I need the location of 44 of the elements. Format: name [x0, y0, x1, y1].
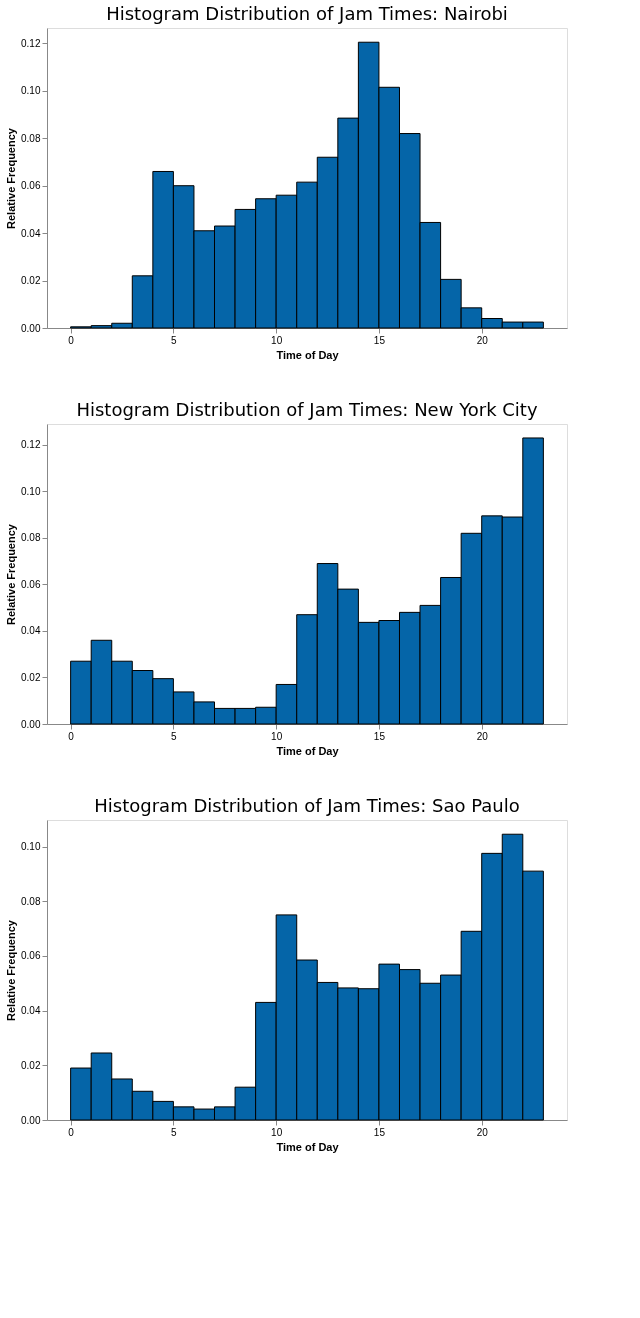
y-tick-label: 0.02 — [21, 1059, 41, 1071]
y-tick-label: 0.08 — [21, 532, 41, 544]
chart-title: Histogram Distribution of Jam Times: New York City — [76, 399, 538, 420]
x-tick-label: 20 — [476, 730, 489, 742]
y-tick-label: 0.04 — [21, 625, 41, 637]
chart-title: Histogram Distribution of Jam Times: Nairobi — [106, 3, 508, 24]
x-axis-title: Time of Day — [276, 744, 340, 757]
y-tick-label: 0.06 — [21, 950, 41, 962]
y-tick-label: 0.00 — [21, 322, 41, 334]
y-tick-label: 0.08 — [21, 895, 41, 907]
x-tick-label: 0 — [68, 730, 75, 742]
x-tick-label: 0 — [68, 334, 75, 346]
x-tick-label: 15 — [373, 730, 386, 742]
x-tick-label: 15 — [373, 334, 386, 346]
x-tick-label: 5 — [171, 334, 178, 346]
x-tick-label: 5 — [171, 1126, 178, 1138]
y-tick-label: 0.02 — [21, 275, 41, 287]
x-tick-label: 10 — [271, 1126, 283, 1138]
x-tick-label: 20 — [476, 1126, 489, 1138]
y-tick-label: 0.12 — [21, 37, 41, 49]
y-axis-title: Relative Frequency — [5, 127, 18, 229]
y-tick-label: 0.10 — [21, 485, 41, 497]
y-tick-label: 0.06 — [21, 578, 41, 590]
y-tick-label: 0.10 — [21, 841, 41, 853]
y-axis-title: Relative Frequency — [5, 919, 18, 1021]
y-tick-label: 0.00 — [21, 1114, 41, 1126]
y-tick-label: 0.04 — [21, 227, 41, 239]
y-axis-title: Relative Frequency — [5, 523, 18, 625]
x-tick-label: 20 — [476, 334, 489, 346]
y-tick-label: 0.08 — [21, 132, 41, 144]
y-tick-label: 0.12 — [21, 439, 41, 451]
y-tick-label: 0.06 — [21, 180, 41, 192]
x-tick-label: 0 — [68, 1126, 75, 1138]
x-tick-label: 5 — [171, 730, 178, 742]
x-tick-label: 10 — [271, 334, 283, 346]
y-tick-label: 0.10 — [21, 85, 41, 97]
y-tick-label: 0.04 — [21, 1005, 41, 1017]
chart-title: Histogram Distribution of Jam Times: Sao Paulo — [94, 795, 520, 816]
x-axis-title: Time of Day — [276, 348, 340, 361]
x-tick-label: 10 — [271, 730, 283, 742]
y-tick-label: 0.02 — [21, 671, 41, 683]
x-tick-label: 15 — [373, 1126, 386, 1138]
y-tick-label: 0.00 — [21, 718, 41, 730]
x-axis-title: Time of Day — [276, 1140, 340, 1153]
